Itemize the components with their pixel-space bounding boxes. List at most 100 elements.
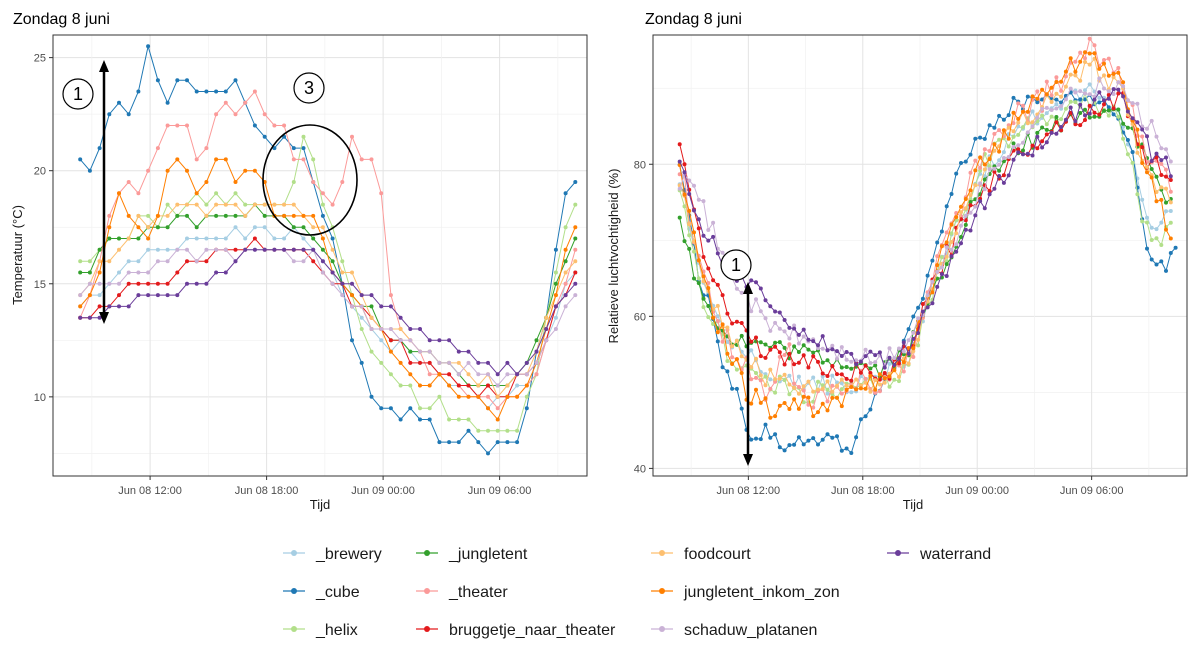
right-point-foodcourt bbox=[1083, 60, 1087, 64]
right-point-waterrand bbox=[830, 347, 835, 352]
left-point-jungletent_inkom_zon bbox=[350, 293, 354, 298]
right-y-tick-label: 60 bbox=[634, 311, 646, 323]
left-point-schaduw_platanen bbox=[78, 293, 83, 298]
left-point-_cube bbox=[476, 440, 481, 445]
right-point-waterrand bbox=[1054, 131, 1059, 136]
left-point-foodcourt bbox=[340, 270, 345, 275]
right-point-jungletent_inkom_zon bbox=[1044, 92, 1049, 97]
right-point-schaduw_platanen bbox=[739, 290, 744, 295]
left-point-_cube bbox=[437, 440, 442, 445]
right-point-_jungletent bbox=[701, 296, 706, 301]
legend-key-point bbox=[291, 626, 297, 632]
left-point-bruggetje_naar_theater bbox=[408, 360, 413, 365]
right-point-_helix bbox=[1121, 136, 1126, 141]
right-point-schaduw_platanen bbox=[1078, 89, 1083, 94]
right-point-jungletent_inkom_zon bbox=[696, 258, 701, 263]
left-point-waterrand bbox=[214, 270, 219, 275]
right-y-tick-label: 40 bbox=[634, 463, 646, 475]
left-point-_helix bbox=[243, 202, 248, 207]
right-point-_cube bbox=[949, 192, 954, 196]
left-point-foodcourt bbox=[291, 202, 296, 207]
left-point-waterrand bbox=[87, 315, 92, 320]
right-point-jungletent_inkom_zon bbox=[1106, 73, 1111, 78]
right-point-jungletent_inkom_zon bbox=[801, 394, 806, 399]
right-point-bruggetje_naar_theater bbox=[1054, 120, 1059, 125]
right-point-schaduw_platanen bbox=[925, 293, 930, 298]
right-point-jungletent_inkom_zon bbox=[1068, 56, 1073, 61]
right-point-waterrand bbox=[849, 351, 854, 356]
right-y-tick-label: 80 bbox=[634, 159, 646, 171]
right-point-_theater bbox=[1021, 103, 1025, 108]
legend-item-_helix: _helix bbox=[283, 622, 358, 639]
right-point-_brewery bbox=[835, 380, 839, 385]
left-point-waterrand bbox=[252, 247, 257, 252]
right-point-foodcourt bbox=[877, 382, 882, 387]
right-point-waterrand bbox=[959, 241, 963, 246]
right-point-bruggetje_naar_theater bbox=[844, 376, 849, 381]
right-point-_jungletent bbox=[1154, 174, 1159, 179]
left-point-_cube bbox=[194, 89, 199, 94]
right-point-foodcourt bbox=[1164, 186, 1168, 191]
right-point-jungletent_inkom_zon bbox=[825, 408, 830, 413]
right-point-foodcourt bbox=[944, 254, 949, 259]
left-point-waterrand bbox=[524, 360, 529, 365]
left-point-waterrand bbox=[379, 304, 384, 309]
left-point-bruggetje_naar_theater bbox=[146, 281, 151, 286]
right-point-foodcourt bbox=[963, 206, 968, 211]
right-point-jungletent_inkom_zon bbox=[830, 395, 835, 400]
left-point-jungletent_inkom_zon bbox=[243, 168, 248, 173]
left-point-foodcourt bbox=[476, 383, 481, 388]
left-point-_jungletent bbox=[573, 236, 578, 241]
left-point-_jungletent bbox=[301, 225, 306, 230]
right-point-_jungletent bbox=[811, 350, 816, 355]
right-point-schaduw_platanen bbox=[763, 316, 768, 321]
right-point-_theater bbox=[1078, 50, 1083, 55]
right-point-_helix bbox=[1145, 220, 1149, 225]
right-point-jungletent_inkom_zon bbox=[1025, 109, 1030, 114]
right-point-bruggetje_naar_theater bbox=[701, 255, 706, 259]
right-point-waterrand bbox=[916, 331, 921, 335]
left-point-schaduw_platanen bbox=[117, 281, 121, 286]
left-point-jungletent_inkom_zon bbox=[447, 383, 452, 388]
left-point-_helix bbox=[398, 383, 403, 388]
left-point-waterrand bbox=[330, 270, 335, 275]
right-point-waterrand bbox=[973, 213, 978, 218]
right-point-schaduw_platanen bbox=[849, 359, 854, 364]
left-point-schaduw_platanen bbox=[456, 372, 461, 377]
left-point-_jungletent bbox=[78, 270, 83, 275]
right-point-foodcourt bbox=[968, 193, 973, 198]
left-point-jungletent_inkom_zon bbox=[155, 213, 160, 218]
left-point-foodcourt bbox=[573, 259, 578, 264]
right-point-_theater bbox=[978, 165, 983, 170]
left-point-_theater bbox=[233, 112, 238, 117]
right-point-jungletent_inkom_zon bbox=[1135, 127, 1140, 132]
left-point-_helix bbox=[466, 417, 471, 422]
left-point-_theater bbox=[272, 123, 277, 128]
left-point-schaduw_platanen bbox=[204, 247, 209, 252]
right-point-schaduw_platanen bbox=[939, 265, 944, 270]
left-point-jungletent_inkom_zon bbox=[185, 168, 189, 173]
left-point-_cube bbox=[78, 157, 83, 162]
right-point-_theater bbox=[825, 399, 830, 404]
right-point-jungletent_inkom_zon bbox=[992, 142, 997, 147]
right-chart: Zondag 8 juni Jun 08 12:00 Jun 08 18:00 Ju… bbox=[606, 11, 1188, 512]
right-point-waterrand bbox=[1087, 111, 1092, 116]
left-point-jungletent_inkom_zon bbox=[78, 304, 83, 309]
right-point-bruggetje_naar_theater bbox=[739, 321, 744, 325]
left-point-_jungletent bbox=[311, 236, 316, 241]
right-point-waterrand bbox=[787, 325, 792, 330]
left-point-schaduw_platanen bbox=[408, 338, 413, 343]
right-point-jungletent_inkom_zon bbox=[849, 385, 854, 389]
right-point-bruggetje_naar_theater bbox=[1116, 91, 1121, 96]
right-point-jungletent_inkom_zon bbox=[1073, 69, 1078, 74]
right-point-bruggetje_naar_theater bbox=[782, 362, 787, 367]
right-point-_theater bbox=[873, 390, 878, 395]
right-point-foodcourt bbox=[734, 338, 739, 343]
left-point-jungletent_inkom_zon bbox=[301, 213, 306, 218]
left-point-waterrand bbox=[97, 315, 102, 320]
right-point-schaduw_platanen bbox=[954, 242, 959, 247]
right-point-foodcourt bbox=[687, 222, 692, 227]
right-point-_jungletent bbox=[1102, 108, 1106, 113]
right-point-_jungletent bbox=[1011, 141, 1016, 146]
right-point-_theater bbox=[1102, 58, 1106, 62]
